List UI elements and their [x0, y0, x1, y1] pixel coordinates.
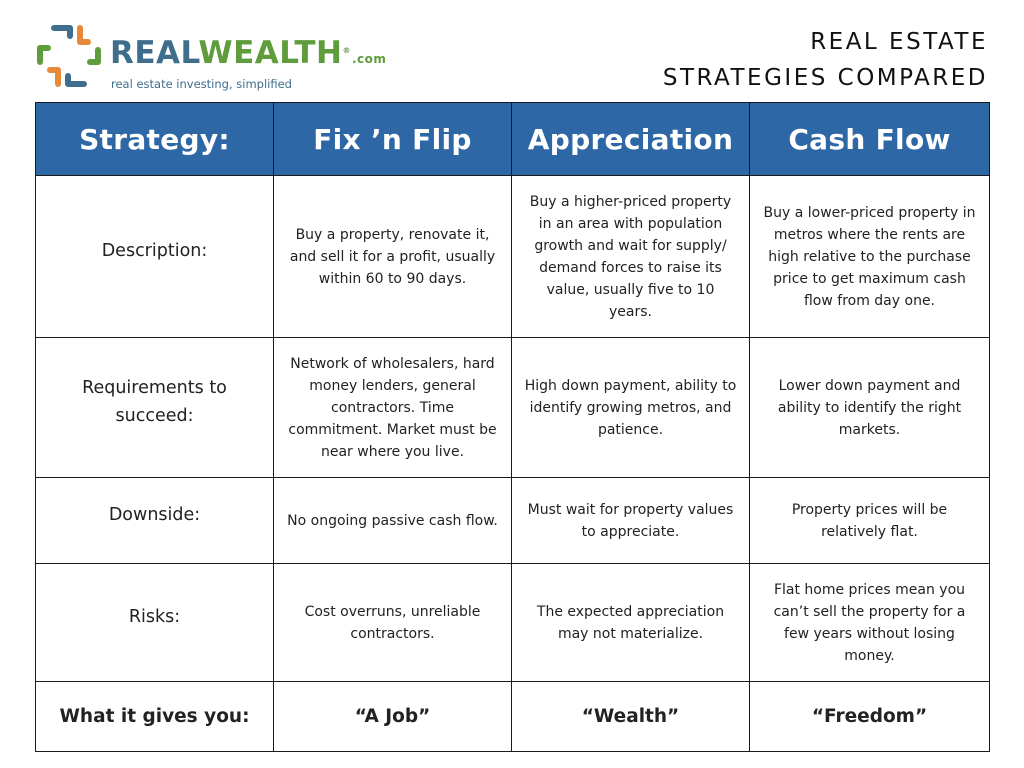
cell-cash-flow-requirements: Lower down payment and ability to identi…: [749, 337, 990, 478]
row-label-requirements-text: Requirements to succeed:: [82, 377, 227, 426]
cell-appreciation-gives: “Wealth”: [511, 681, 750, 752]
page-title-line-1: REAL ESTATE: [810, 29, 988, 55]
cell-fix-flip-downside: No ongoing passive cash flow.: [273, 477, 512, 564]
brand-tagline: real estate investing, simplified: [111, 77, 292, 91]
row-label-description: Description:: [35, 175, 274, 338]
table-row-what-it-gives: What it gives you: “A Job” “Wealth” “Fre…: [35, 681, 990, 752]
cell-appreciation-downside: Must wait for property values to appreci…: [511, 477, 750, 564]
brand-name-wealth: WEALTH: [198, 35, 343, 71]
row-label-description-text: Description:: [101, 240, 208, 261]
realwealth-logo-icon: [37, 25, 101, 87]
cell-cash-flow-risks: Flat home prices mean you can’t sell the…: [749, 563, 990, 682]
row-label-requirements: Requirements to succeed:: [35, 337, 274, 478]
table-row-downside: Downside: No ongoing passive cash flow. …: [35, 477, 990, 564]
cell-fix-flip-risks: Cost overruns, unreliable contractors.: [273, 563, 512, 682]
header-appreciation: Appreciation: [511, 102, 750, 176]
cell-cash-flow-downside: Property prices will be relatively flat.: [749, 477, 990, 564]
row-label-downside: Downside:: [35, 477, 274, 564]
strategy-comparison-table: Strategy: Fix ’n Flip Appreciation Cash …: [35, 102, 990, 752]
row-label-risks-text: Risks:: [128, 606, 181, 627]
header-cash-flow: Cash Flow: [749, 102, 990, 176]
row-label-what-it-gives: What it gives you:: [35, 681, 274, 752]
brand-logo: REALWEALTH®.com real estate investing, s…: [34, 22, 434, 94]
cell-cash-flow-description: Buy a lower-priced property in metros wh…: [749, 175, 990, 338]
row-label-downside-text: Downside:: [108, 504, 201, 525]
cell-appreciation-risks: The expected appreciation may not materi…: [511, 563, 750, 682]
registered-mark: ®: [342, 46, 351, 55]
row-label-risks: Risks:: [35, 563, 274, 682]
page-title: REAL ESTATE STRATEGIES COMPARED: [663, 24, 988, 96]
header-strategy: Strategy:: [35, 102, 274, 176]
brand-name-real: REAL: [110, 35, 199, 71]
table-header-row: Strategy: Fix ’n Flip Appreciation Cash …: [35, 102, 990, 176]
header-fix-n-flip: Fix ’n Flip: [273, 102, 512, 176]
page-title-line-2: STRATEGIES COMPARED: [662, 65, 988, 91]
table-row-risks: Risks: Cost overruns, unreliable contrac…: [35, 563, 990, 682]
brand-name: REALWEALTH®.com: [110, 36, 386, 76]
cell-appreciation-description: Buy a higher-priced property in an area …: [511, 175, 750, 338]
cell-appreciation-requirements: High down payment, ability to identify g…: [511, 337, 750, 478]
cell-fix-flip-description: Buy a property, renovate it, and sell it…: [273, 175, 512, 338]
cell-cash-flow-gives: “Freedom”: [749, 681, 990, 752]
table-row-requirements: Requirements to succeed: Network of whol…: [35, 337, 990, 478]
page-header: REALWEALTH®.com real estate investing, s…: [0, 0, 1024, 102]
cell-fix-flip-gives: “A Job”: [273, 681, 512, 752]
table-row-description: Description: Buy a property, renovate it…: [35, 175, 990, 338]
brand-domain-suffix: .com: [351, 52, 387, 66]
cell-fix-flip-requirements: Network of wholesalers, hard money lende…: [273, 337, 512, 478]
